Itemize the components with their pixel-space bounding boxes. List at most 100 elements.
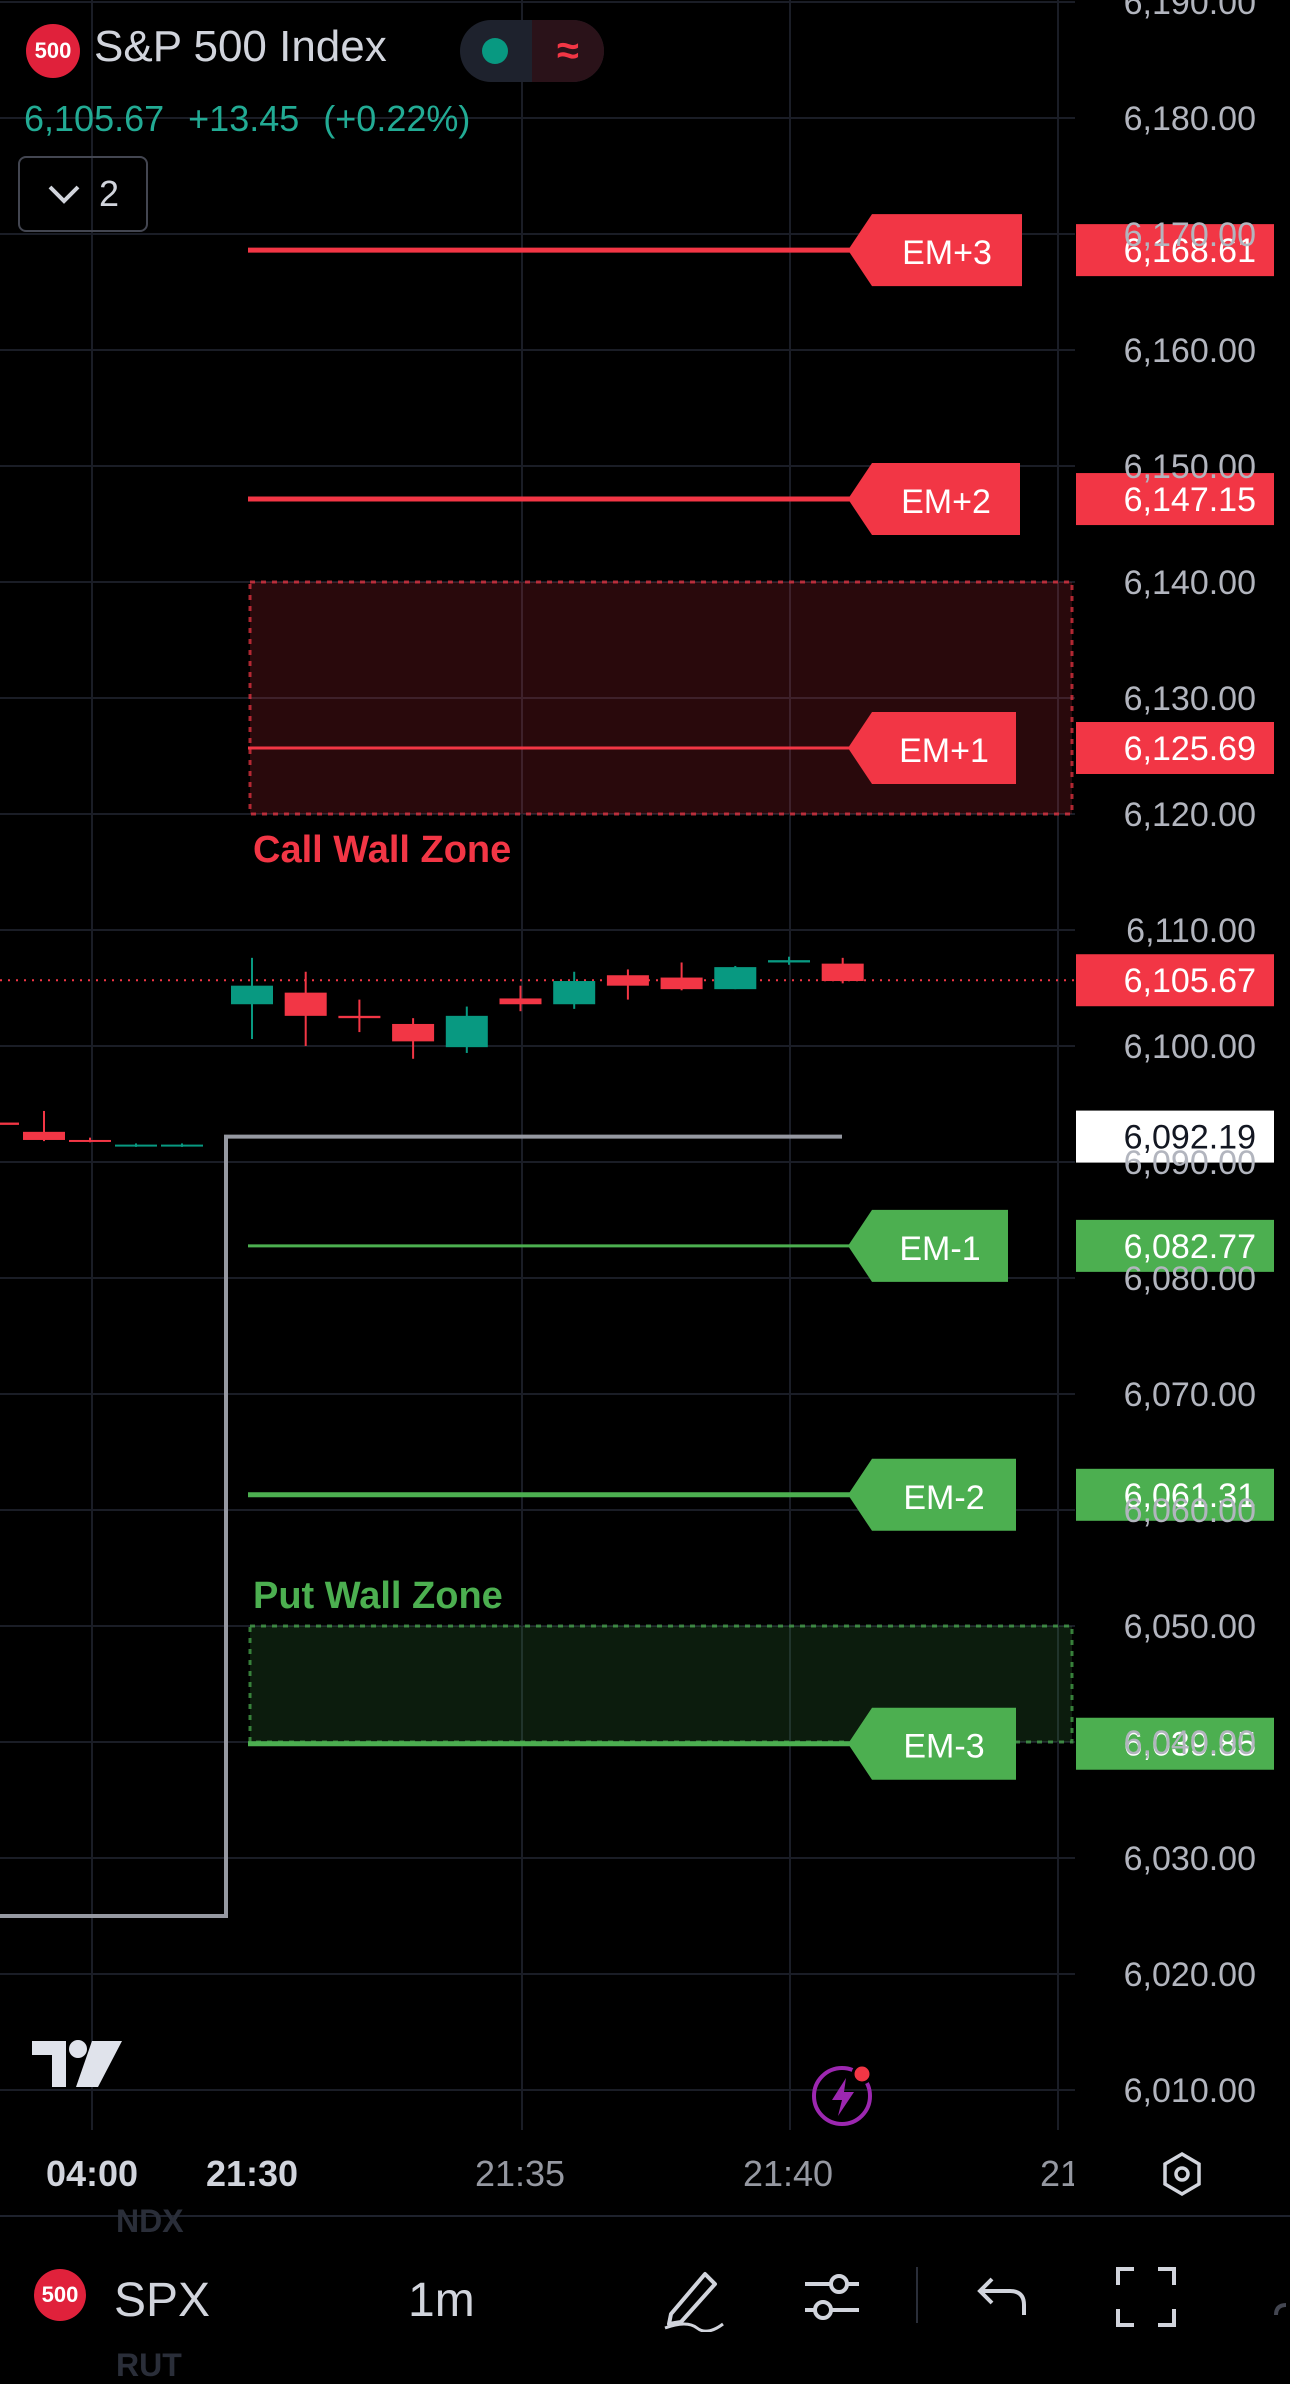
sliders-icon bbox=[805, 2274, 859, 2320]
tradingview-logo-icon[interactable] bbox=[32, 2035, 132, 2091]
wall-zones: Call Wall Zone Put Wall Zone bbox=[248, 580, 1074, 1744]
price-tick-label: 6,090.00 bbox=[1124, 1144, 1256, 1182]
prev-close-path bbox=[0, 1134, 842, 1918]
chart-canvas[interactable]: Call Wall Zone Put Wall Zone 6,092.19 6,1… bbox=[0, 0, 1290, 2215]
em-level-tag bbox=[848, 1209, 1008, 1282]
time-tick-label: 04:00 bbox=[46, 2153, 138, 2194]
symbol-selector[interactable]: SPX bbox=[114, 2274, 211, 2327]
candle-body bbox=[606, 975, 649, 986]
undo-icon bbox=[977, 2277, 1026, 2315]
em-level-price-badge bbox=[1076, 473, 1274, 526]
em-level-tag-label: EM+1 bbox=[899, 732, 989, 770]
em-level-price-label: 6,168.61 bbox=[1124, 232, 1256, 270]
price-tick-label: 6,130.00 bbox=[1124, 680, 1256, 718]
em-level-emplus1: EM+1 6,125.69 bbox=[248, 711, 1274, 784]
market-open-icon bbox=[482, 38, 508, 64]
price-tick-label: 6,100.00 bbox=[1124, 1028, 1256, 1066]
candle-body bbox=[161, 1144, 203, 1147]
price-tick-label: 6,030.00 bbox=[1124, 1840, 1256, 1878]
em-level-emplus3: EM+3 6,168.61 bbox=[248, 214, 1274, 287]
price-axis: 6,190.00 6,180.00 6,170.00 6,160.00 6,150.00… bbox=[1124, 0, 1256, 2110]
symbol-logo-icon[interactable]: 500 bbox=[26, 24, 80, 78]
em-level-tag-label: EM-2 bbox=[903, 1479, 984, 1517]
price-tick-label: 6,150.00 bbox=[1124, 448, 1256, 486]
candle-body bbox=[445, 1015, 488, 1048]
em-level-tag-label: EM-1 bbox=[899, 1230, 980, 1268]
candle-body bbox=[553, 981, 596, 1005]
em-level-price-label: 6,039.85 bbox=[1124, 1726, 1256, 1764]
symbol-title[interactable]: S&P 500 Index bbox=[94, 22, 387, 71]
candle bbox=[115, 1143, 157, 1147]
symbol-logo-icon[interactable]: 500 bbox=[34, 2269, 86, 2321]
candle-body bbox=[231, 985, 273, 1005]
candle bbox=[338, 999, 381, 1033]
em-level-tag bbox=[848, 463, 1020, 536]
market-status-toggle[interactable]: ≈ bbox=[460, 20, 604, 82]
drawing-tools-button[interactable] bbox=[652, 2257, 732, 2337]
prev-close-badge bbox=[1076, 1110, 1274, 1163]
price-tick-label: 6,120.00 bbox=[1124, 796, 1256, 834]
candle-body bbox=[392, 1023, 435, 1042]
price-tick-label: 6,060.00 bbox=[1124, 1492, 1256, 1530]
candle-body bbox=[821, 963, 864, 982]
em-level-tag-label: EM-3 bbox=[903, 1728, 984, 1766]
em-level-price-label: 6,082.77 bbox=[1124, 1228, 1256, 1266]
em-level-emminus2: EM-2 6,061.31 bbox=[248, 1458, 1274, 1531]
time-tick-label: 21:35 bbox=[475, 2153, 565, 2194]
price-tick-label: 6,070.00 bbox=[1124, 1376, 1256, 1414]
candle bbox=[161, 1143, 203, 1147]
price-tick-label: 6,050.00 bbox=[1124, 1608, 1256, 1646]
prev-close-price-label: 6,092.19 bbox=[1124, 1119, 1256, 1157]
candle bbox=[231, 957, 273, 1040]
candle bbox=[660, 962, 703, 991]
candle bbox=[768, 956, 810, 965]
symbol-suggestion-rut[interactable]: RUT bbox=[116, 2347, 182, 2383]
candle-body bbox=[0, 1122, 19, 1125]
price-tick-label: 6,180.00 bbox=[1124, 100, 1256, 138]
em-level-tag bbox=[848, 1458, 1016, 1531]
time-tick-label: 21:40 bbox=[743, 2153, 833, 2194]
price-tick-label: 6,190.00 bbox=[1124, 0, 1256, 22]
interval-selector[interactable]: 1m bbox=[408, 2274, 475, 2327]
hexagon-shape bbox=[1163, 2151, 1201, 2197]
candle-body bbox=[23, 1131, 65, 1140]
undo-button[interactable] bbox=[962, 2257, 1042, 2337]
candle bbox=[445, 1006, 488, 1053]
candle-body bbox=[714, 967, 757, 990]
em-level-price-badge bbox=[1076, 1717, 1274, 1770]
candle bbox=[284, 971, 327, 1046]
hexagon-center bbox=[1174, 2166, 1190, 2182]
indicator-settings-button[interactable] bbox=[792, 2257, 872, 2337]
price-change: +13.45 bbox=[188, 98, 300, 139]
candle bbox=[23, 1110, 65, 1142]
candle-body bbox=[768, 960, 810, 963]
fullscreen-button[interactable] bbox=[1106, 2257, 1186, 2337]
candle-series bbox=[0, 956, 864, 1147]
em-level-price-badge bbox=[1076, 224, 1274, 277]
symbol-suggestion-ndx[interactable]: NDX bbox=[116, 2203, 184, 2239]
fullscreen-icon bbox=[1116, 2267, 1176, 2327]
candle bbox=[69, 1137, 111, 1143]
em-level-price-badge bbox=[1076, 1219, 1274, 1272]
em-level-tag bbox=[848, 711, 1016, 784]
price-change-pct: (+0.22%) bbox=[323, 98, 471, 139]
prev-close-line: 6,092.19 bbox=[0, 1110, 1274, 1918]
flash-alert-icon[interactable] bbox=[808, 2060, 876, 2128]
price-tick-label: 6,020.00 bbox=[1124, 1956, 1256, 1994]
chart-settings-icon[interactable] bbox=[1163, 2151, 1201, 2197]
price-tick-label: 6,010.00 bbox=[1124, 2072, 1256, 2110]
put-wall-zone-label: Put Wall Zone bbox=[253, 1575, 503, 1617]
candle bbox=[499, 985, 542, 1012]
em-level-tag bbox=[848, 1707, 1016, 1780]
em-level-price-badge bbox=[1076, 721, 1274, 774]
indicators-count: 2 bbox=[98, 173, 120, 214]
em-level-price-label: 6,125.69 bbox=[1124, 730, 1256, 768]
candle bbox=[714, 965, 757, 990]
more-tools-button[interactable] bbox=[1256, 2257, 1290, 2337]
indicators-collapse-button[interactable]: 2 bbox=[18, 156, 148, 232]
candle-body bbox=[284, 992, 327, 1016]
em-level-emminus1: EM-1 6,082.77 bbox=[248, 1209, 1274, 1282]
em-level-price-badge bbox=[1076, 1468, 1274, 1521]
